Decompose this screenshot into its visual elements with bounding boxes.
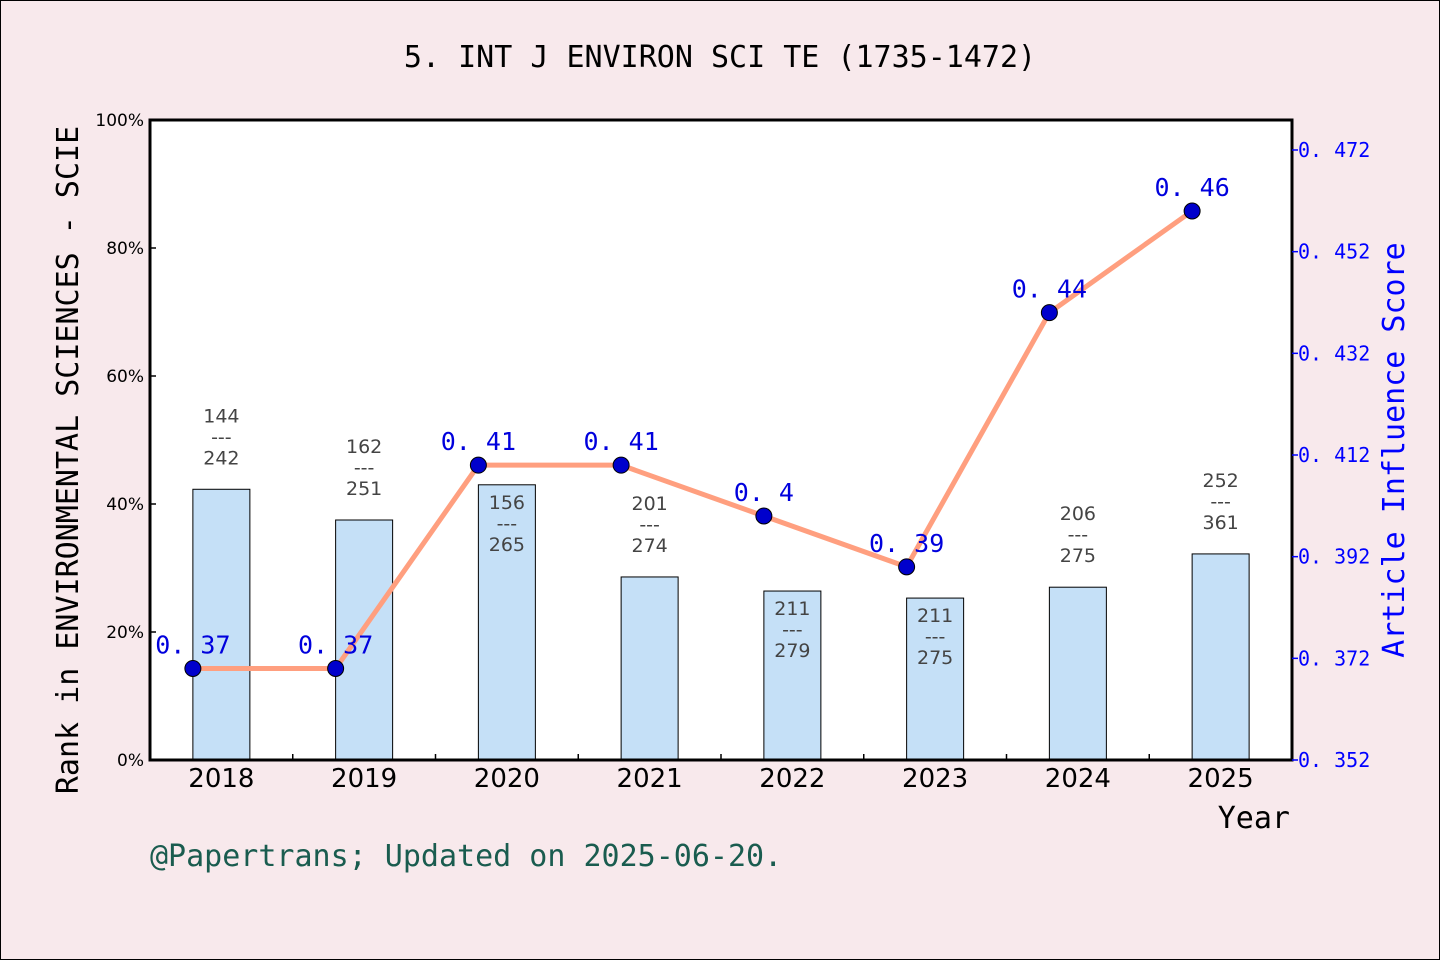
bars-layer: 144---242162---251156---265201---274211-…: [192, 405, 1250, 761]
bar-rank-label: 206: [1060, 503, 1096, 525]
bar-rank-label: 156: [489, 492, 525, 514]
ais-line: [192, 208, 1194, 671]
bar-fraction-label-2024: 206---275: [1060, 503, 1096, 567]
bar-rank-label: 162: [346, 436, 382, 458]
x-axis-label: Year: [1218, 801, 1290, 836]
bar-2021: [620, 576, 679, 761]
bar-separator-label: ---: [211, 426, 232, 448]
ais-data-label: 0. 4: [734, 478, 794, 507]
y-right-tick-label: 0. 452: [1298, 240, 1370, 264]
ais-data-label: 0. 44: [1012, 275, 1087, 304]
bar-rank-label: 211: [774, 598, 810, 620]
y-axis-left-label: Rank in ENVIRONMENTAL SCIENCES - SCIE: [51, 126, 86, 794]
x-tick-label: 2021: [617, 764, 683, 794]
ais-point-2024: [1040, 304, 1058, 322]
x-tick-label: 2019: [331, 764, 397, 794]
bar-total-label: 275: [1060, 545, 1096, 567]
y-right-tick-label: 0. 392: [1298, 545, 1370, 569]
bar-total-label: 242: [203, 447, 239, 469]
bar-fraction-label-2023: 211---275: [917, 605, 953, 669]
y-left-tick-label: 40%: [106, 495, 144, 515]
y-right-tick-label: 0. 412: [1298, 443, 1370, 467]
y-left-tick-label: 100%: [95, 111, 144, 131]
ais-point-2023: [898, 558, 916, 576]
bar-rank-label: 252: [1202, 470, 1238, 492]
bar-total-label: 279: [774, 640, 810, 662]
bar-separator-label: ---: [782, 619, 803, 641]
x-tick-label: 2023: [902, 764, 968, 794]
bar-total-label: 274: [631, 535, 667, 557]
ais-data-label: 0. 39: [869, 529, 944, 558]
ais-data-label: 0. 37: [298, 631, 373, 660]
bar-fraction-label-2021: 201---274: [631, 493, 667, 557]
axes-layer: 2018 2019 2020 2021 2022 2023 2024 2025 0% 20% 40%…: [95, 111, 1370, 794]
bar-separator-label: ---: [1068, 524, 1089, 546]
plot-area: [150, 120, 1292, 760]
x-tick-label: 2024: [1045, 764, 1111, 794]
bar-rank-label: 211: [917, 605, 953, 627]
bar-total-label: 361: [1202, 512, 1238, 534]
bar-2022: [763, 590, 822, 761]
bar-2024: [1048, 586, 1107, 761]
footer-credit: @Papertrans; Updated on 2025-06-20.: [150, 839, 782, 874]
y-right-tick-label: 0. 372: [1298, 646, 1370, 670]
ais-point-2020: [469, 456, 487, 474]
chart-title: 5. INT J ENVIRON SCI TE (1735-1472): [404, 40, 1036, 75]
x-tick-label: 2020: [474, 764, 540, 794]
bar-fraction-label-2022: 211---279: [774, 598, 810, 662]
x-tick-label: 2018: [188, 764, 254, 794]
bar-fraction-label-2019: 162---251: [346, 436, 382, 500]
ais-data-label: 0. 41: [583, 427, 658, 456]
bar-2020: [477, 484, 536, 761]
bar-2018: [192, 488, 251, 761]
bar-separator-label: ---: [1210, 491, 1231, 513]
bar-total-label: 275: [917, 647, 953, 669]
y-left-tick-label: 60%: [106, 367, 144, 387]
bar-rank-label: 144: [203, 405, 239, 427]
y-left-tick-label: 80%: [106, 239, 144, 259]
bar-fraction-label-2020: 156---265: [489, 492, 525, 556]
bar-separator-label: ---: [497, 513, 518, 535]
ais-point-2025: [1183, 202, 1201, 220]
ais-data-label: 0. 46: [1154, 173, 1229, 202]
y-right-tick-label: 0. 352: [1298, 748, 1370, 772]
bar-2019: [335, 519, 394, 761]
bar-2023: [906, 597, 965, 761]
bar-2025: [1191, 553, 1250, 761]
bar-separator-label: ---: [354, 457, 375, 479]
x-tick-label: 2022: [759, 764, 825, 794]
y-axis-right-label: Article Influence Score: [1377, 242, 1412, 657]
ais-point-2018: [184, 660, 202, 677]
bar-fraction-label-2018: 144---242: [203, 405, 239, 469]
ais-point-2021: [612, 456, 630, 474]
y-right-tick-label: 0. 432: [1298, 341, 1370, 365]
ais-point-2019: [327, 660, 345, 677]
line-layer: 0. 37 0. 37 0. 41 0. 41 0. 4 0. 39 0. 44 0. 46: [155, 173, 1230, 677]
y-right-tick-label: 0. 472: [1298, 138, 1370, 162]
bar-separator-label: ---: [639, 514, 660, 536]
ais-point-2022: [755, 507, 773, 525]
y-left-tick-label: 0%: [117, 751, 144, 771]
bar-total-label: 265: [489, 534, 525, 556]
ais-data-label: 0. 41: [441, 427, 516, 456]
bar-total-label: 251: [346, 478, 382, 500]
ais-data-label: 0. 37: [155, 631, 230, 660]
y-left-tick-label: 20%: [106, 623, 144, 643]
bar-rank-label: 201: [631, 493, 667, 515]
x-tick-label: 2025: [1188, 764, 1254, 794]
bar-separator-label: ---: [925, 626, 946, 648]
bar-fraction-label-2025: 252---361: [1202, 470, 1238, 534]
